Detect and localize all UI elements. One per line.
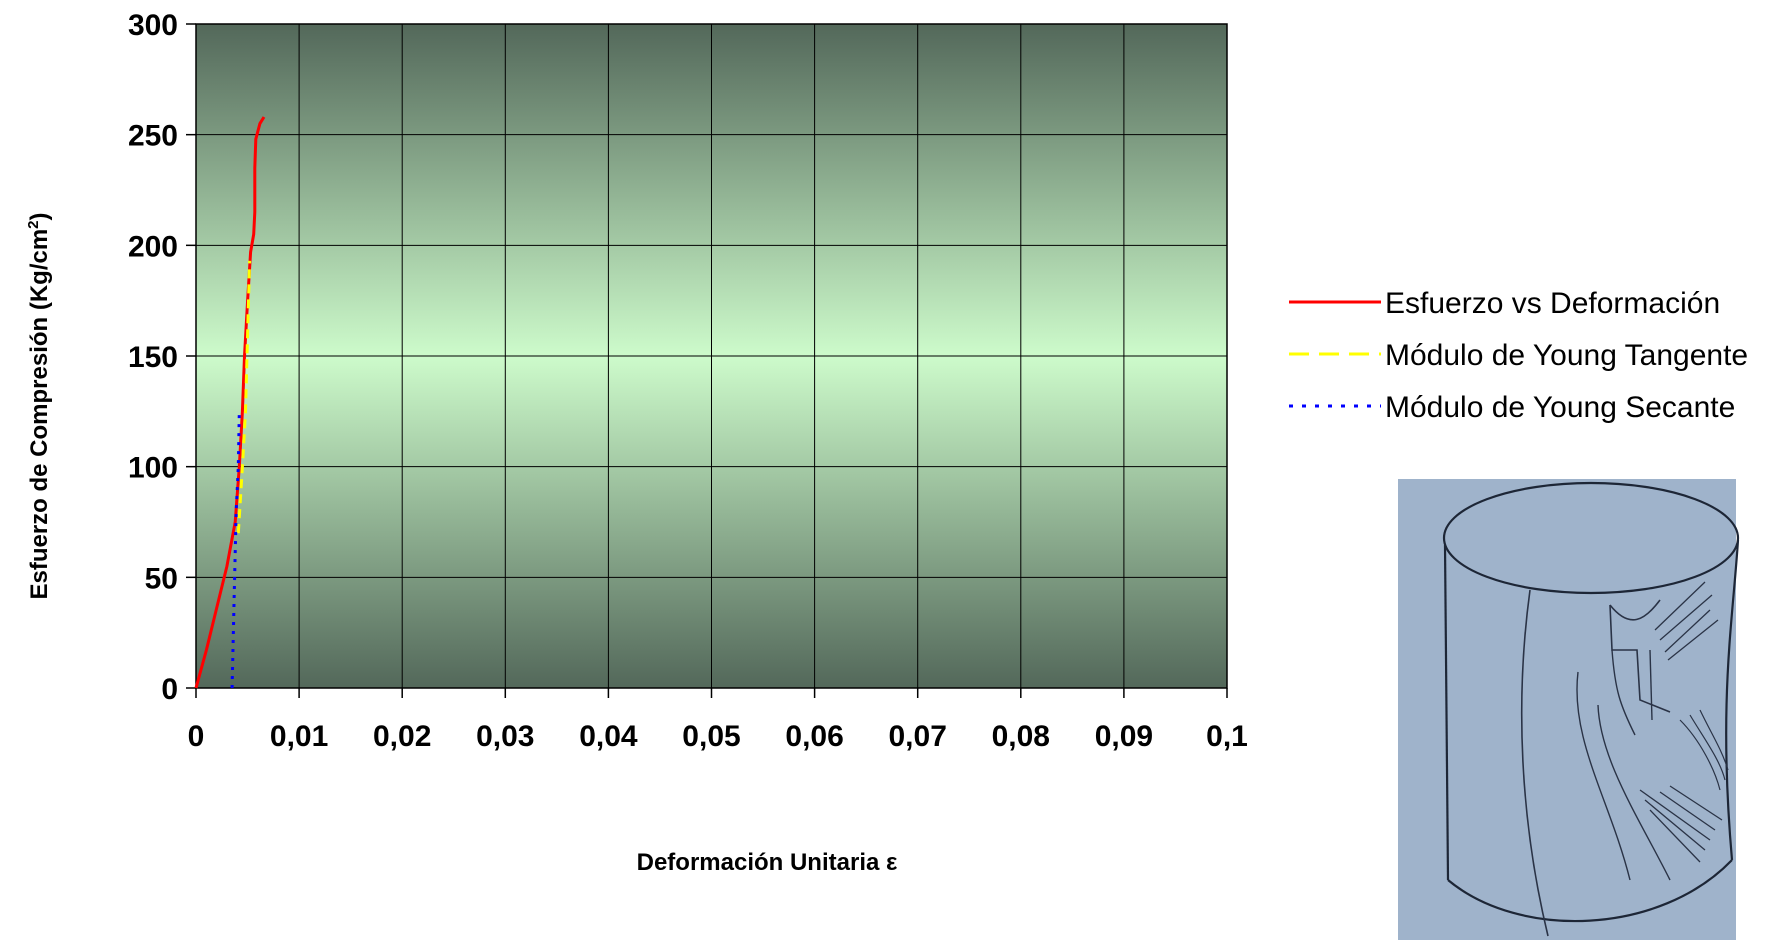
- x-tick-labels: 0 0,01 0,02 0,03 0,04 0,05 0,06 0,07 0,08 0,09 0,1: [188, 720, 1248, 753]
- x-tick-label: 0,06: [785, 720, 843, 753]
- legend-label-1: Esfuerzo vs Deformación: [1385, 287, 1720, 320]
- x-tick-label: 0,07: [889, 720, 947, 753]
- y-tick-label: 50: [145, 562, 178, 595]
- y-axis-title-end: ): [26, 212, 53, 220]
- x-tick-label: 0: [188, 720, 205, 753]
- x-tick-label: 0,01: [270, 720, 328, 753]
- y-tick-label: 150: [128, 341, 178, 374]
- x-axis-title: Deformación Unitaria ε: [637, 849, 898, 876]
- plot-border: [195, 23, 1228, 689]
- y-tick-label: 250: [128, 120, 178, 153]
- legend-label-3: Módulo de Young Secante: [1385, 391, 1735, 424]
- x-tick-label: 0,04: [579, 720, 638, 753]
- x-tick-label: 0,1: [1206, 720, 1248, 753]
- series-layer: [194, 116, 266, 689]
- y-axis-title: Esfuerzo de Compresión (Kg/cm2): [25, 212, 53, 599]
- y-tick-label: 300: [128, 9, 178, 42]
- legend-label-2: Módulo de Young Tangente: [1385, 339, 1748, 372]
- y-axis-title-sup: 2: [25, 220, 42, 228]
- grid-lines: [186, 23, 1228, 698]
- x-tick-label: 0,03: [476, 720, 534, 753]
- y-tick-label: 100: [128, 452, 178, 485]
- specimen-sketch-icon: [1398, 479, 1740, 940]
- series-line-2: [236, 260, 252, 534]
- y-tick-label: 0: [161, 673, 178, 706]
- x-tick-label: 0,08: [992, 720, 1050, 753]
- y-tick-labels: 0 50 100 150 200 250 300: [128, 9, 178, 706]
- x-tick-label: 0,02: [373, 720, 431, 753]
- y-tick-label: 200: [128, 230, 178, 263]
- legend: Esfuerzo vs Deformación Módulo de Young T…: [1289, 287, 1748, 424]
- series-line-1: [194, 116, 266, 689]
- x-tick-label: 0,05: [682, 720, 740, 753]
- x-tick-label: 0,09: [1095, 720, 1153, 753]
- y-axis-title-main: Esfuerzo de Compresión (Kg/cm: [26, 229, 53, 600]
